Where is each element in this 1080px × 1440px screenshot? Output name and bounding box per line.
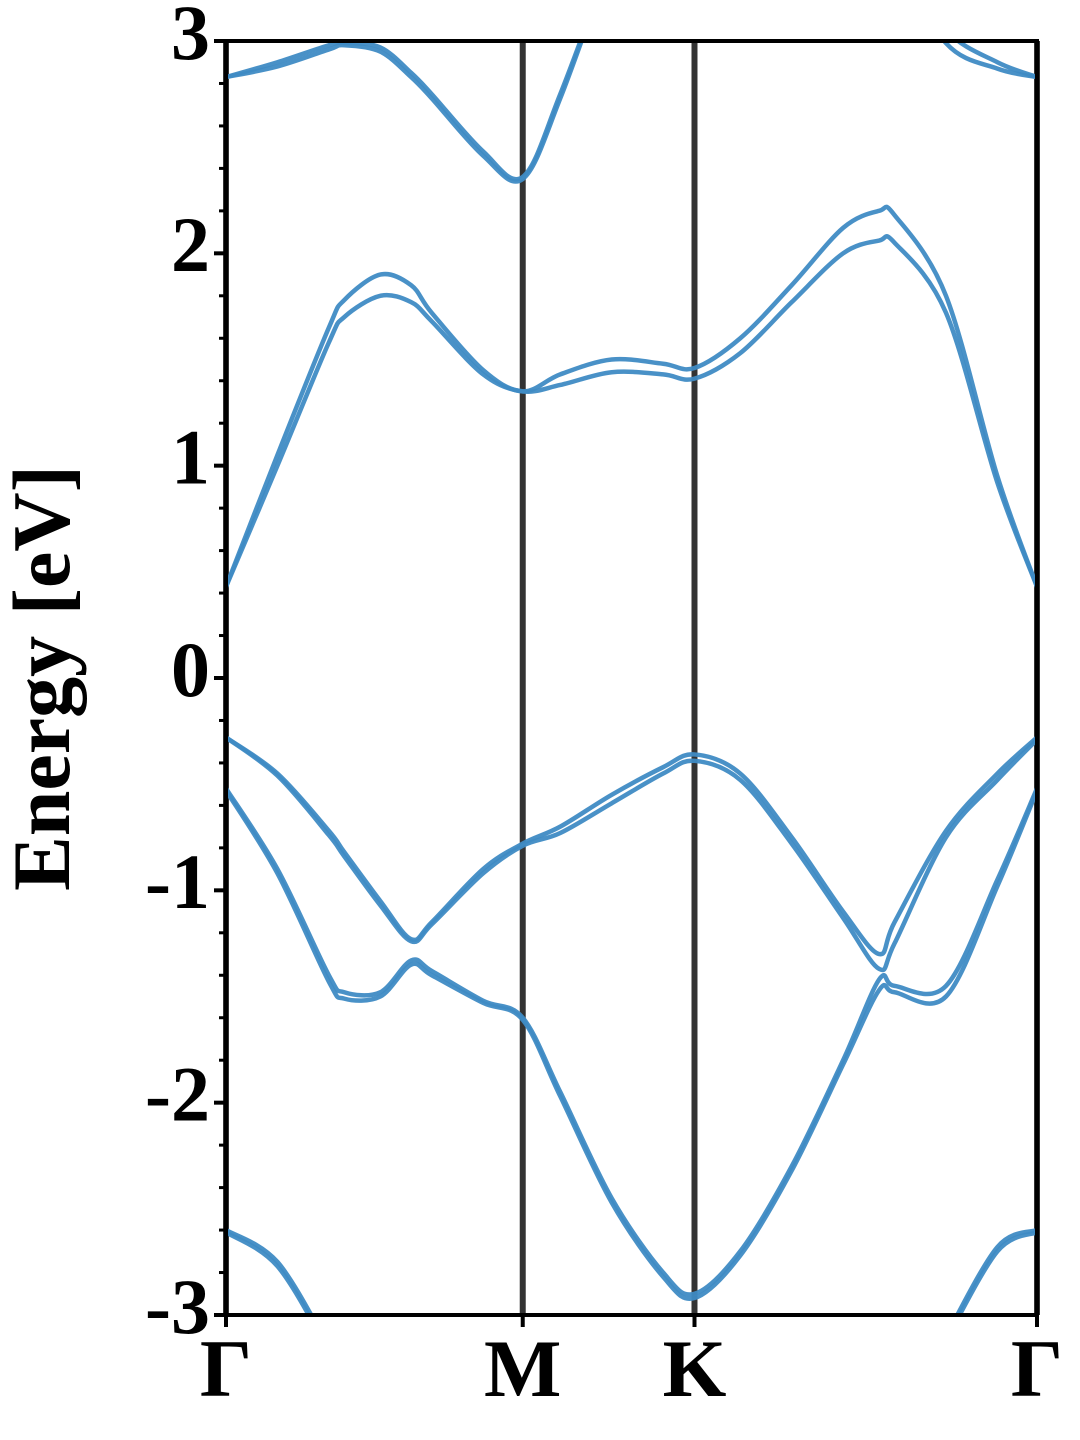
plot-frame bbox=[224, 39, 1039, 1317]
band-line bbox=[226, 788, 1037, 1302]
x-tick-label: Γ bbox=[1011, 1323, 1063, 1414]
y-tick-label: 3 bbox=[171, 0, 210, 76]
y-tick-label: -2 bbox=[145, 1051, 210, 1138]
bands-layer bbox=[226, 41, 1037, 1315]
band-line bbox=[226, 1227, 1037, 1315]
band-line bbox=[226, 41, 1037, 182]
y-tick-label: 2 bbox=[171, 201, 210, 288]
grid-layer bbox=[223, 41, 1040, 1315]
x-tick-label: M bbox=[484, 1323, 561, 1414]
x-tick-label: Γ bbox=[200, 1323, 252, 1414]
x-tick-label: K bbox=[663, 1323, 727, 1414]
band-line bbox=[226, 735, 1037, 957]
band-line bbox=[226, 41, 1037, 184]
band-line bbox=[226, 735, 1037, 973]
y-tick-label: -1 bbox=[145, 838, 210, 925]
band-line bbox=[226, 204, 1037, 589]
band-line bbox=[226, 234, 1037, 589]
y-tick-label: -3 bbox=[145, 1263, 210, 1350]
y-axis-label: Energy [eV] bbox=[0, 465, 87, 891]
y-tick-label: 1 bbox=[171, 414, 210, 501]
band-line bbox=[226, 1229, 1037, 1315]
band-line bbox=[226, 786, 1037, 1297]
y-tick-label: 0 bbox=[171, 626, 210, 713]
